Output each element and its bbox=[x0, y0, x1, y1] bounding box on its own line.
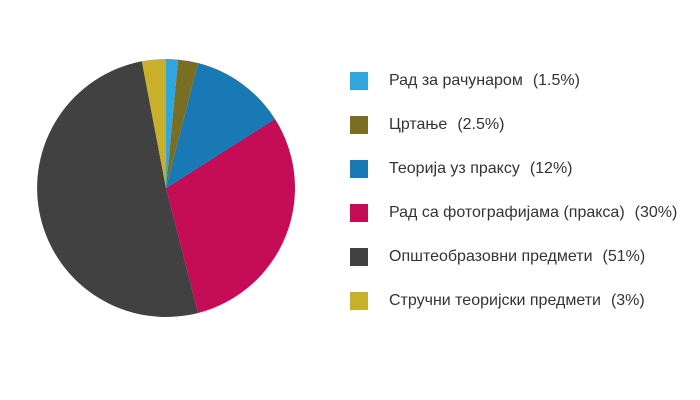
legend-label: Цртање bbox=[389, 116, 448, 133]
legend-percent: (2.5%) bbox=[457, 116, 505, 133]
legend-percent: (51%) bbox=[602, 248, 646, 265]
legend-percent: (12%) bbox=[529, 160, 573, 177]
legend-percent: (3%) bbox=[610, 292, 645, 309]
legend-item: Рад за рачунаром (1.5%) bbox=[350, 72, 677, 90]
legend-item: Општеобразовни предмети (51%) bbox=[350, 248, 677, 266]
legend-label: Рад за рачунаром bbox=[389, 72, 523, 89]
legend-swatch bbox=[350, 248, 368, 266]
legend-label: Теорија уз праксу bbox=[389, 160, 520, 177]
legend-label: Рад са фотографијама (пракса) bbox=[389, 204, 625, 221]
legend-label: Стручни теоријски предмети bbox=[389, 292, 601, 309]
pie-slice bbox=[141, 59, 166, 188]
legend-item: Рад са фотографијама (пракса) (30%) bbox=[350, 204, 677, 222]
pie-slice bbox=[166, 59, 199, 188]
legend-percent: (30%) bbox=[634, 204, 678, 221]
pie-slice bbox=[37, 61, 199, 317]
legend-swatch bbox=[350, 160, 368, 178]
legend-item: Стручни теоријски предмети (3%) bbox=[350, 292, 677, 310]
legend-item: Цртање (2.5%) bbox=[350, 116, 677, 134]
legend-label: Општеобразовни предмети bbox=[389, 248, 593, 265]
legend-swatch bbox=[350, 116, 368, 134]
legend-swatch bbox=[350, 72, 368, 90]
pie-slice bbox=[166, 118, 296, 313]
legend-swatch bbox=[350, 204, 368, 222]
legend-percent: (1.5%) bbox=[532, 72, 580, 89]
pie-slice bbox=[166, 58, 179, 188]
legend-swatch bbox=[350, 292, 368, 310]
legend-item: Теорија уз праксу (12%) bbox=[350, 160, 677, 178]
legend: Рад за рачунаром (1.5%) Цртање (2.5%) Те… bbox=[350, 72, 677, 336]
pie-slice bbox=[166, 63, 275, 188]
